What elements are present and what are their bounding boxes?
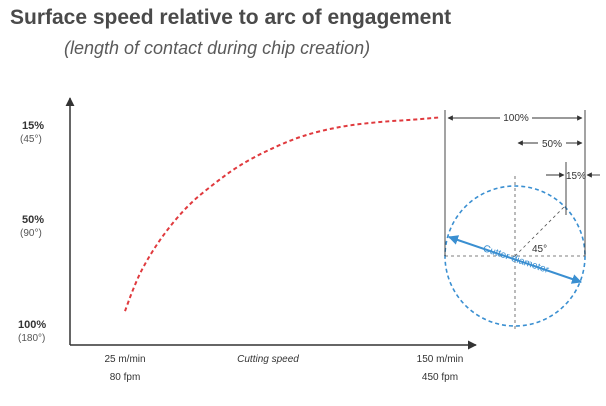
y-tick-100: 100% bbox=[18, 319, 46, 331]
cutter-diagram: 45° 100% 50% 15% Cutter diameter bbox=[444, 110, 600, 330]
y-tick-50-angle: (90°) bbox=[20, 228, 42, 239]
cutter-diameter-arrow bbox=[448, 235, 582, 284]
chart-title: Surface speed relative to arc of engagem… bbox=[10, 6, 452, 29]
y-tick-50: 50% bbox=[22, 214, 44, 226]
x-tick-150-fpm: 450 fpm bbox=[422, 372, 458, 383]
dim-100-label: 100% bbox=[503, 113, 529, 124]
x-tick-150: 150 m/min bbox=[417, 354, 464, 365]
angle-label: 45° bbox=[532, 244, 547, 255]
dim-50-label: 50% bbox=[542, 139, 562, 150]
dim-15-label: 15% bbox=[566, 171, 586, 182]
dim-50-bg bbox=[538, 136, 566, 150]
series-line bbox=[124, 116, 441, 312]
x-tick-25: 25 m/min bbox=[104, 354, 145, 365]
y-tick-100-angle: (180°) bbox=[18, 333, 45, 344]
y-tick-15-angle: (45°) bbox=[20, 134, 42, 145]
y-tick-15: 15% bbox=[22, 120, 44, 132]
chart-subtitle: (length of contact during chip creation) bbox=[64, 38, 371, 58]
x-tick-25-fpm: 80 fpm bbox=[110, 372, 141, 383]
x-axis-label: Cutting speed bbox=[237, 354, 299, 365]
dim-100-bg bbox=[500, 110, 532, 124]
